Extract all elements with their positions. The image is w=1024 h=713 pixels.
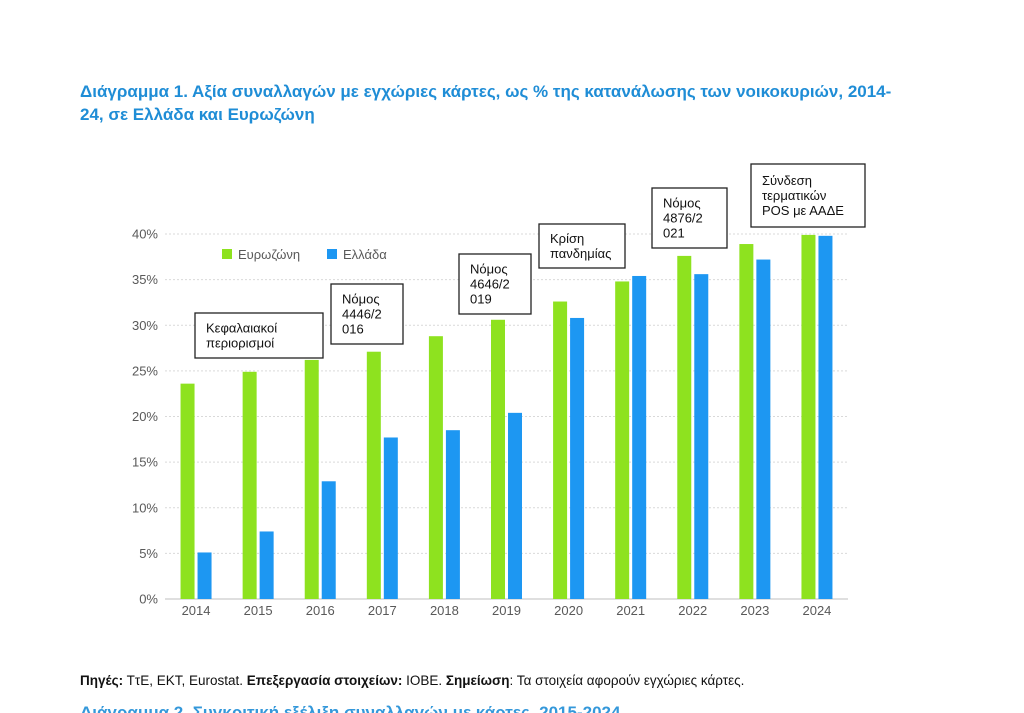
annotation-text: Νόμος <box>470 262 508 277</box>
x-tick-label: 2023 <box>740 603 769 618</box>
annotation-box <box>458 253 532 315</box>
annotation-text: 019 <box>470 292 492 307</box>
sources-label: Πηγές: <box>80 673 124 688</box>
annotation-box <box>538 223 626 269</box>
bar-greece <box>321 481 336 599</box>
y-tick-label: 20% <box>132 409 158 424</box>
x-tick-label: 2017 <box>368 603 397 618</box>
bar-eurozone <box>553 301 568 599</box>
bar-eurozone <box>366 351 381 599</box>
annotation-text: Κεφαλαιακοί <box>206 321 277 336</box>
y-tick-label: 25% <box>132 363 158 378</box>
chart-title: Διάγραμμα 1. Αξία συναλλαγών με εγχώριες… <box>80 82 892 124</box>
y-tick-label: 30% <box>132 318 158 333</box>
bar-eurozone <box>801 234 816 599</box>
x-tick-label: 2015 <box>244 603 273 618</box>
annotation-text: Νόμος <box>663 196 701 211</box>
bar-greece <box>570 317 585 599</box>
bar-eurozone <box>180 383 195 599</box>
processing-label: Επεξεργασία στοιχείων: <box>246 673 403 688</box>
annotation-text: πανδημίας <box>550 246 611 261</box>
bar-greece <box>445 430 460 599</box>
x-tick-label: 2020 <box>554 603 583 618</box>
y-tick-label: 5% <box>139 546 158 561</box>
y-tick-label: 0% <box>139 592 158 607</box>
y-tick-label: 35% <box>132 272 158 287</box>
note-label: Σημείωση <box>445 673 510 688</box>
x-tick-label: 2024 <box>802 603 831 618</box>
sources-text: ΤτΕ, ΕΚΤ, Eurostat. <box>123 673 247 688</box>
annotation-box <box>750 163 866 228</box>
bar-eurozone <box>615 281 630 599</box>
note-text: : Τα στοιχεία αφορούν εγχώριες κάρτες. <box>509 673 745 688</box>
annotation-text: 4646/2 <box>470 277 510 292</box>
x-tick-label: 2022 <box>678 603 707 618</box>
annotation-text: Κρίση <box>550 231 584 246</box>
annotation-text: 4446/2 <box>342 307 382 322</box>
annotation-box <box>194 312 324 359</box>
next-figure-title: Διάγραμμα 2. Συγκριτική εξέλιξη συναλλαγ… <box>80 703 621 713</box>
legend-label: Ευρωζώνη <box>238 247 300 262</box>
legend-swatch <box>222 249 232 259</box>
bar-eurozone <box>304 359 319 599</box>
y-tick-label: 10% <box>132 500 158 515</box>
annotation-text: Νόμος <box>342 292 380 307</box>
y-tick-label: 15% <box>132 455 158 470</box>
annotation-text: 016 <box>342 322 364 337</box>
bar-greece <box>694 274 709 599</box>
bar-greece <box>259 531 274 599</box>
annotation-box <box>651 187 728 249</box>
bar-greece <box>756 259 771 599</box>
bar-eurozone <box>242 371 257 599</box>
x-tick-label: 2021 <box>616 603 645 618</box>
bar-eurozone <box>677 255 692 599</box>
annotation-text: POS με ΑΑΔΕ <box>762 203 844 218</box>
bar-greece <box>197 552 212 599</box>
annotation-box <box>330 283 404 345</box>
annotation-text: 4876/2 <box>663 211 703 226</box>
bar-eurozone <box>491 319 505 599</box>
bar-greece <box>383 437 398 599</box>
annotation-text: περιορισμοί <box>206 336 274 351</box>
legend-label: Ελλάδα <box>343 247 387 262</box>
source-note: Πηγές: ΤτΕ, ΕΚΤ, Eurostat. Επεξεργασία σ… <box>80 673 744 688</box>
bar-greece <box>632 275 647 599</box>
y-tick-label: 40% <box>132 227 158 242</box>
bar-greece <box>818 235 833 599</box>
bar-eurozone <box>739 244 754 599</box>
x-tick-label: 2019 <box>492 603 521 618</box>
x-tick-label: 2016 <box>306 603 335 618</box>
bar-greece <box>508 412 522 599</box>
legend-swatch <box>327 249 337 259</box>
bar-eurozone <box>428 336 443 599</box>
processing-text: ΙΟΒΕ. <box>402 673 446 688</box>
x-tick-label: 2018 <box>430 603 459 618</box>
annotation-text: 021 <box>663 226 685 241</box>
x-tick-label: 2014 <box>182 603 211 618</box>
annotation-text: τερματικών <box>762 188 826 203</box>
annotation-text: Σύνδεση <box>762 173 812 188</box>
